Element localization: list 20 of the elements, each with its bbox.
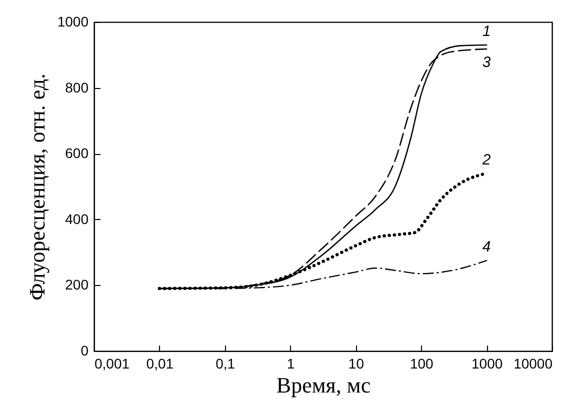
y-tick-label: 1000 xyxy=(57,14,89,30)
series-label: 2 xyxy=(481,151,492,168)
y-tick-label: 0 xyxy=(80,342,89,358)
x-tick-label: 1 xyxy=(286,356,295,372)
series-label: 1 xyxy=(482,23,491,40)
x-tick-label: 0,1 xyxy=(216,356,236,372)
y-tick-label: 600 xyxy=(65,145,89,162)
x-tick-label: 1000 xyxy=(471,356,503,372)
series-label: 3 xyxy=(482,54,492,71)
x-tick-label: 0,001 xyxy=(94,356,130,372)
x-tick-label: 0,01 xyxy=(146,356,174,372)
x-axis-title: Время, мс xyxy=(276,372,371,398)
y-tick-label: 200 xyxy=(65,276,89,293)
y-axis-title: Флуоресценция, отн. ед. xyxy=(24,73,50,301)
y-tick-label: 800 xyxy=(65,79,89,96)
series-label: 4 xyxy=(482,238,491,256)
x-tick-label: 10000 xyxy=(514,356,553,372)
x-tick-label: 100 xyxy=(410,356,434,372)
x-tick-label: 10 xyxy=(348,356,364,372)
y-tick-label: 400 xyxy=(65,210,89,227)
